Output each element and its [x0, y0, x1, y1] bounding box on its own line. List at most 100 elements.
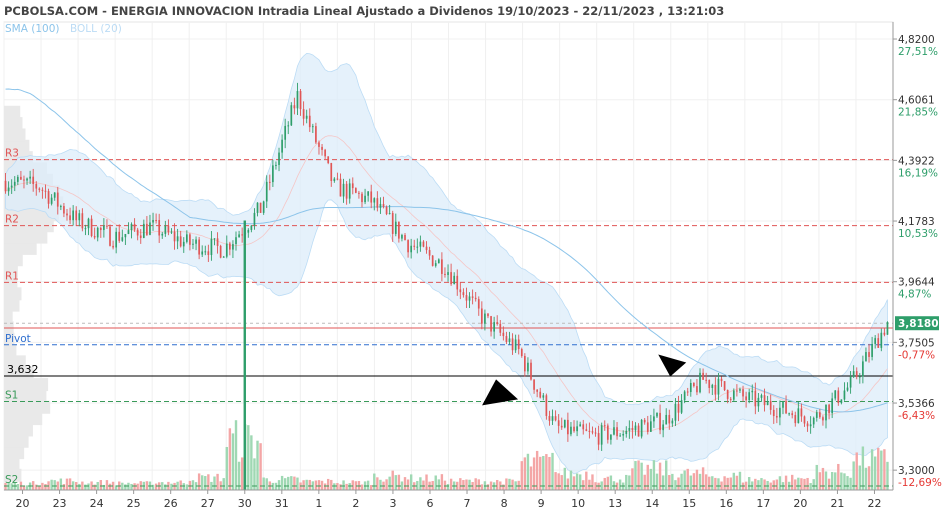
volume-bar: [136, 483, 139, 490]
volume-bar: [809, 483, 812, 490]
price-tick-label: 3,7505: [898, 337, 935, 349]
candle-body: [278, 152, 280, 165]
candle-body: [610, 434, 612, 440]
candle-body: [656, 412, 658, 417]
candle-body: [339, 178, 342, 197]
volume-profile-bar: [4, 457, 20, 471]
volume-bar: [191, 480, 195, 490]
volume-bar: [351, 480, 354, 490]
candle-body: [530, 362, 532, 380]
volume-bar: [65, 478, 69, 490]
candle-body: [631, 427, 634, 431]
volume-bar: [474, 478, 477, 490]
volume-bar: [283, 478, 287, 490]
volume-bar: [517, 480, 520, 490]
volume-bar: [625, 474, 628, 490]
candle-body: [81, 213, 84, 229]
candle-body: [308, 115, 311, 128]
volume-profile-bar: [4, 355, 26, 369]
volume-bar: [302, 480, 305, 490]
candle-body: [201, 251, 204, 255]
candle-body: [53, 192, 56, 198]
bollinger-band: [5, 53, 888, 475]
date-tick-label: 2: [352, 497, 359, 510]
percent-tick-label: -0,77%: [898, 349, 935, 361]
candle-body: [50, 197, 53, 204]
volume-bar: [35, 484, 38, 490]
bollinger-band-area: [5, 53, 888, 475]
date-tick-label: 16: [719, 497, 733, 510]
volume-profile-bar: [4, 287, 22, 301]
volume-bar: [437, 479, 441, 490]
candle-body: [874, 338, 877, 344]
candle-body: [803, 416, 806, 424]
volume-bar: [695, 469, 699, 490]
candle-body: [708, 379, 711, 388]
candle-body: [686, 391, 689, 393]
volume-bar: [154, 483, 158, 490]
volume-bar: [803, 478, 806, 490]
candle-body: [121, 237, 124, 241]
volume-bar: [446, 484, 450, 490]
candle-body: [809, 424, 812, 427]
volume-bar: [545, 454, 548, 490]
candle-body: [640, 419, 643, 437]
volume-bar: [456, 481, 459, 490]
candle-body: [576, 426, 578, 432]
candle-body: [551, 416, 554, 421]
candle-body: [4, 180, 7, 192]
candle-body: [112, 245, 114, 248]
date-tick-label: 10: [571, 497, 585, 510]
volume-bar: [84, 484, 87, 490]
candle-body: [272, 165, 274, 183]
candle-body: [720, 378, 723, 382]
volume-bar: [769, 482, 772, 490]
candle-body: [852, 371, 855, 377]
candle-body: [315, 126, 317, 143]
volume-bar: [563, 467, 567, 490]
volume-bar: [575, 473, 579, 490]
candle-body: [219, 245, 222, 258]
volume-bar: [308, 479, 311, 490]
volume-bar: [121, 482, 124, 490]
candle-body: [573, 426, 575, 432]
candle-body: [130, 223, 133, 231]
volume-bar: [176, 481, 179, 490]
volume-bar: [133, 483, 136, 490]
candle-body: [44, 190, 47, 192]
volume-bar: [760, 478, 763, 490]
candle-body: [772, 409, 775, 417]
volume-profile-bar: [4, 412, 43, 426]
candle-body: [99, 227, 102, 231]
candle-body: [78, 213, 81, 221]
candle-body: [342, 183, 345, 197]
candle-body: [213, 238, 216, 240]
candle-body: [779, 407, 781, 418]
candle-body: [754, 390, 757, 407]
candle-body: [256, 202, 259, 213]
candle-body: [717, 378, 720, 395]
candle-body: [118, 231, 121, 241]
candle-body: [588, 430, 591, 432]
candle-body: [646, 422, 649, 432]
volume-bar: [508, 478, 511, 490]
candle-body: [459, 289, 462, 293]
candle-body: [570, 426, 572, 435]
candle-body: [671, 420, 674, 424]
candle-body: [142, 223, 145, 238]
volume-bar: [837, 463, 840, 490]
volume-bar: [591, 474, 594, 490]
candle-body: [198, 239, 200, 255]
candle-body: [834, 390, 837, 399]
candle-body: [462, 292, 465, 296]
candle-body: [517, 339, 520, 350]
candle-body: [250, 225, 253, 230]
candle-body: [60, 206, 62, 208]
volume-bar: [216, 473, 219, 490]
candle-body: [450, 272, 452, 285]
volume-bar: [422, 480, 425, 490]
volume-bar: [701, 467, 705, 490]
chart-header: PCBOLSA.COM - ENERGIA INNOVACION Intradi…: [4, 4, 724, 35]
candle-body: [69, 215, 71, 221]
